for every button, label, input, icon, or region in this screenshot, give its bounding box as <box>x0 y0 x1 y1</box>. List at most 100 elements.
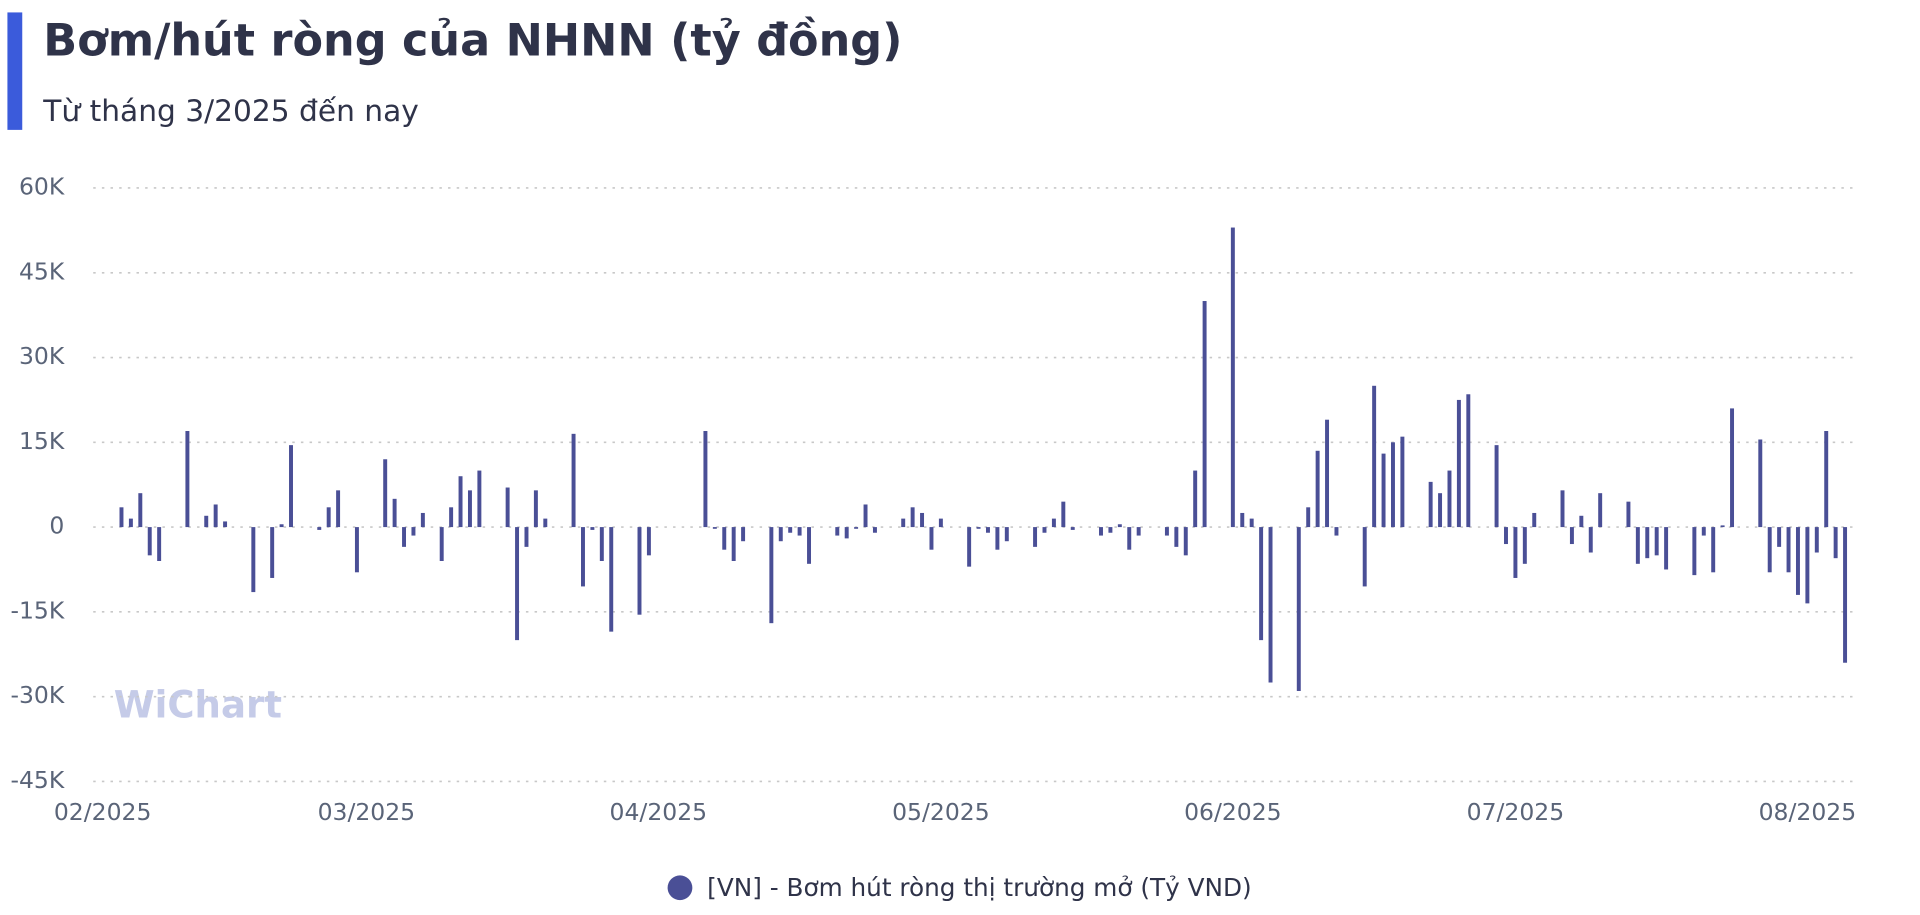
bar <box>1654 527 1659 556</box>
bar <box>1400 436 1405 528</box>
bar <box>910 507 915 528</box>
y-tick-label: 45K <box>19 257 65 285</box>
bar <box>1325 419 1330 528</box>
bar <box>1362 527 1367 587</box>
bar <box>769 527 774 624</box>
bar <box>1494 445 1499 528</box>
bar <box>1240 512 1245 528</box>
bar <box>147 527 152 556</box>
bar <box>1202 301 1207 528</box>
y-tick-label: -15K <box>11 596 65 624</box>
bar <box>1136 527 1141 536</box>
bar <box>797 527 802 536</box>
bar <box>204 515 209 528</box>
bar <box>1664 527 1669 570</box>
bar <box>1447 470 1452 528</box>
bar <box>1004 527 1009 542</box>
bar <box>1720 525 1725 528</box>
bar <box>1645 527 1650 559</box>
bar <box>270 527 275 578</box>
bar <box>128 518 133 528</box>
bar <box>1569 527 1574 545</box>
bar <box>1635 527 1640 564</box>
bar <box>1042 527 1047 533</box>
bar <box>420 512 425 528</box>
bar <box>1795 527 1800 595</box>
bar <box>411 527 416 536</box>
bar <box>1805 527 1810 604</box>
watermark: WiChart <box>114 684 282 727</box>
bar <box>439 527 444 561</box>
bar <box>967 527 972 567</box>
bar <box>778 527 783 542</box>
bar <box>646 527 651 556</box>
bar <box>354 527 359 573</box>
y-tick-label: 15K <box>19 427 65 455</box>
bar <box>863 504 868 528</box>
bar <box>872 527 877 533</box>
x-tick-label: 07/2025 <box>1467 798 1565 826</box>
bar <box>1730 408 1735 528</box>
bar <box>524 527 529 547</box>
bar <box>1230 227 1235 528</box>
bar <box>1579 515 1584 528</box>
y-tick-label: -30K <box>11 681 65 709</box>
bar <box>1381 453 1386 528</box>
bar <box>1758 439 1763 528</box>
x-tick-label: 02/2025 <box>54 798 152 826</box>
bar <box>1824 431 1829 528</box>
chart-title: Bơm/hút ròng của NHNN (tỷ đồng) <box>43 15 902 66</box>
bar <box>515 527 520 641</box>
bar <box>505 487 510 528</box>
bar <box>326 507 331 528</box>
y-tick-label: 0 <box>49 512 64 540</box>
bar <box>383 459 388 528</box>
bar <box>1306 507 1311 528</box>
chart-subtitle: Từ tháng 3/2025 đến nay <box>42 93 419 128</box>
bar <box>279 524 284 528</box>
bar <box>402 527 407 547</box>
bar <box>289 445 293 528</box>
bar <box>1438 493 1443 528</box>
bar <box>854 527 859 529</box>
legend-marker <box>667 875 693 901</box>
bar <box>1560 490 1565 528</box>
bar <box>1334 527 1339 536</box>
bar <box>1174 527 1179 547</box>
bar <box>467 490 472 528</box>
bar <box>1268 527 1273 683</box>
bar <box>1532 512 1537 528</box>
bar <box>1372 385 1377 528</box>
bar <box>788 527 793 533</box>
bar <box>223 521 228 528</box>
bar <box>1767 527 1772 573</box>
bar <box>1504 527 1508 545</box>
bar <box>571 433 576 528</box>
bar <box>976 527 981 529</box>
x-tick-label: 03/2025 <box>318 798 416 826</box>
bar <box>1117 524 1122 528</box>
bar <box>1099 527 1103 536</box>
bar <box>1786 527 1791 573</box>
bar <box>1428 481 1433 528</box>
bar <box>807 527 812 564</box>
bar <box>637 527 642 615</box>
bar <box>599 527 604 561</box>
bar <box>1249 518 1254 528</box>
bar <box>1315 450 1320 528</box>
bar <box>703 431 708 528</box>
legend-label: [VN] - Bơm hút ròng thị trường mở (Tỷ VN… <box>707 873 1252 902</box>
bar <box>392 498 397 528</box>
bar <box>1108 527 1113 533</box>
bar <box>1598 493 1603 528</box>
bar <box>1833 527 1838 559</box>
x-tick-label: 04/2025 <box>610 798 708 826</box>
bar <box>1193 470 1198 528</box>
bar <box>1843 527 1848 663</box>
bar <box>1692 527 1697 576</box>
bar <box>712 527 717 529</box>
bar <box>901 518 906 528</box>
bar <box>157 527 162 561</box>
